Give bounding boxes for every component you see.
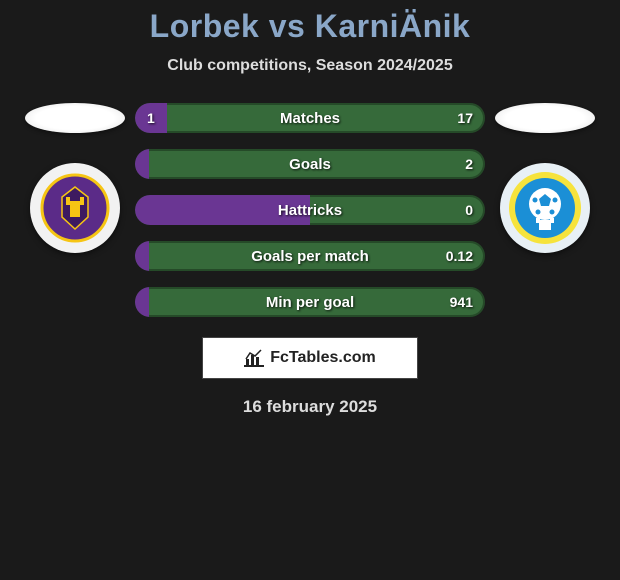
shield-icon	[40, 173, 110, 243]
bar-value-right: 2	[465, 149, 473, 179]
bar-value-right: 941	[450, 287, 473, 317]
bar-value-left: 1	[147, 103, 155, 133]
right-club-logo	[500, 163, 590, 253]
page-title: Lorbek vs KarniÄnik	[0, 0, 620, 45]
stat-bar: Min per goal941	[135, 287, 485, 317]
comparison-main: Matches1 17 Goals2 Hattricks0 Goals per matc…	[0, 103, 620, 317]
right-side	[485, 103, 605, 253]
stat-bars: Matches1 17 Goals2 Hattricks0 Goals per matc…	[135, 103, 485, 317]
subtitle: Club competitions, Season 2024/2025	[0, 57, 620, 75]
left-side	[15, 103, 135, 253]
stat-bar: Goals per match0.12	[135, 241, 485, 271]
left-player-placeholder	[25, 103, 125, 133]
stat-bar: Goals2	[135, 149, 485, 179]
bar-value-right: 0	[465, 195, 473, 225]
ball-icon	[507, 170, 583, 246]
date-text: 16 february 2025	[0, 397, 620, 417]
attribution-badge: FcTables.com	[202, 337, 418, 379]
chart-icon	[244, 349, 264, 367]
bar-label: Hattricks	[135, 195, 485, 225]
left-club-logo	[30, 163, 120, 253]
bar-label: Min per goal	[135, 287, 485, 317]
bar-label: Matches	[135, 103, 485, 133]
stat-bar: Hattricks0	[135, 195, 485, 225]
right-player-placeholder	[495, 103, 595, 133]
bar-value-right: 0.12	[446, 241, 473, 271]
bar-label: Goals per match	[135, 241, 485, 271]
stat-bar: Matches1 17	[135, 103, 485, 133]
attribution-text: FcTables.com	[270, 349, 376, 367]
bar-value-right: 17	[457, 103, 473, 133]
bar-label: Goals	[135, 149, 485, 179]
